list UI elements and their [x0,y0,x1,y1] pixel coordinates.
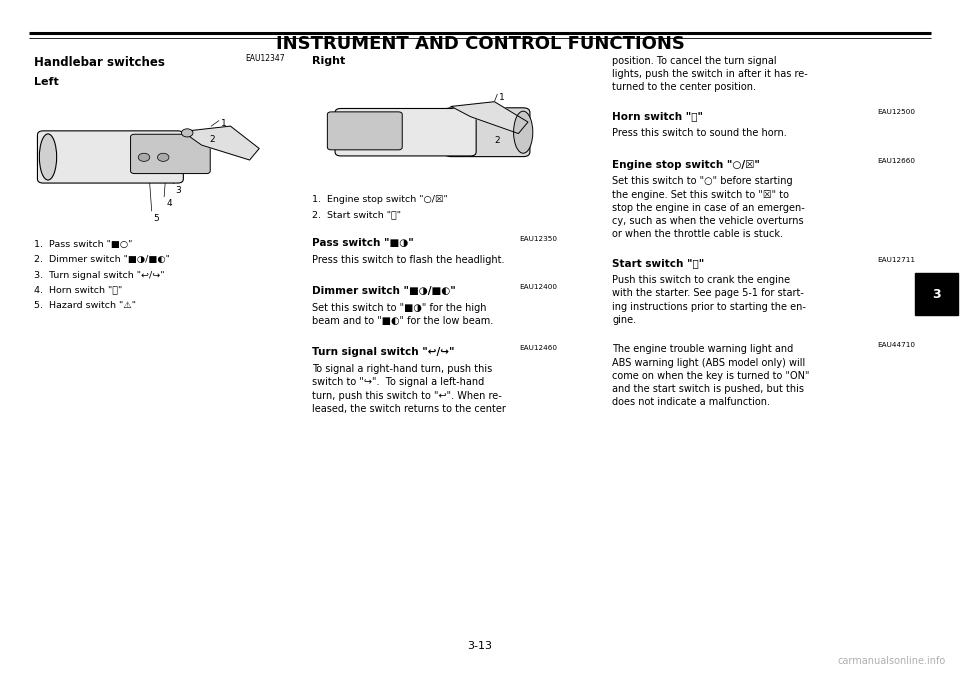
Text: come on when the key is turned to "ON": come on when the key is turned to "ON" [612,371,810,381]
Ellipse shape [514,111,533,153]
Text: 1.  Engine stop switch "○/☒": 1. Engine stop switch "○/☒" [312,195,447,203]
Text: and the start switch is pushed, but this: and the start switch is pushed, but this [612,384,804,394]
Text: Start switch "Ⓢ": Start switch "Ⓢ" [612,258,705,268]
Text: switch to "↪".  To signal a left-hand: switch to "↪". To signal a left-hand [312,377,484,387]
Text: 2: 2 [209,135,215,144]
Text: Set this switch to "■◑" for the high: Set this switch to "■◑" for the high [312,302,487,313]
Polygon shape [451,102,528,134]
Ellipse shape [39,134,57,180]
Text: lights, push the switch in after it has re-: lights, push the switch in after it has … [612,68,808,79]
Text: Handlebar switches: Handlebar switches [34,56,164,68]
Text: EAU12347: EAU12347 [245,54,284,62]
Text: Set this switch to "○" before starting: Set this switch to "○" before starting [612,176,793,186]
Text: 1: 1 [221,119,227,128]
FancyBboxPatch shape [327,112,402,150]
Text: 5.  Hazard switch "⚠": 5. Hazard switch "⚠" [34,301,135,310]
Text: the engine. Set this switch to "☒" to: the engine. Set this switch to "☒" to [612,189,789,199]
Text: The engine trouble warning light and: The engine trouble warning light and [612,344,794,355]
Text: 3.  Turn signal switch "↩/↪": 3. Turn signal switch "↩/↪" [34,271,164,279]
Text: 3: 3 [176,186,181,195]
Circle shape [157,153,169,161]
Text: gine.: gine. [612,315,636,325]
Text: 2: 2 [494,136,500,144]
Polygon shape [182,126,259,160]
Text: 1: 1 [499,93,505,102]
Text: Turn signal switch "↩/↪": Turn signal switch "↩/↪" [312,347,454,357]
Text: turn, push this switch to "↩". When re-: turn, push this switch to "↩". When re- [312,391,502,401]
FancyBboxPatch shape [131,134,210,174]
Text: 2.  Start switch "Ⓢ": 2. Start switch "Ⓢ" [312,210,401,219]
Text: Press this switch to flash the headlight.: Press this switch to flash the headlight… [312,254,505,264]
Text: 5: 5 [154,214,159,223]
Text: 2.  Dimmer switch "■◑/■◐": 2. Dimmer switch "■◑/■◐" [34,255,170,264]
Text: Left: Left [34,77,59,87]
Text: turned to the center position.: turned to the center position. [612,82,756,92]
Text: ing instructions prior to starting the en-: ing instructions prior to starting the e… [612,302,806,312]
Text: Engine stop switch "○/☒": Engine stop switch "○/☒" [612,159,760,170]
Text: INSTRUMENT AND CONTROL FUNCTIONS: INSTRUMENT AND CONTROL FUNCTIONS [276,35,684,54]
Text: EAU12711: EAU12711 [876,256,915,262]
FancyBboxPatch shape [37,131,183,183]
Text: EAU12400: EAU12400 [518,284,557,290]
Text: does not indicate a malfunction.: does not indicate a malfunction. [612,397,771,407]
Text: beam and to "■◐" for the low beam.: beam and to "■◐" for the low beam. [312,316,493,326]
Text: EAU12460: EAU12460 [518,345,557,351]
Text: leased, the switch returns to the center: leased, the switch returns to the center [312,403,506,414]
Text: 4.  Horn switch "⏵": 4. Horn switch "⏵" [34,285,122,295]
Text: To signal a right-hand turn, push this: To signal a right-hand turn, push this [312,364,492,374]
FancyBboxPatch shape [916,273,958,315]
Text: 3: 3 [932,287,941,301]
Text: cy, such as when the vehicle overturns: cy, such as when the vehicle overturns [612,216,804,226]
FancyBboxPatch shape [335,108,476,156]
Text: EAU12350: EAU12350 [518,236,557,242]
Text: stop the engine in case of an emergen-: stop the engine in case of an emergen- [612,203,805,213]
Text: ABS warning light (ABS model only) will: ABS warning light (ABS model only) will [612,357,805,367]
FancyBboxPatch shape [444,108,530,157]
Text: Press this switch to sound the horn.: Press this switch to sound the horn. [612,128,787,138]
Text: 1.  Pass switch "■○": 1. Pass switch "■○" [34,240,132,249]
Text: 4: 4 [166,199,172,208]
Text: EAU12500: EAU12500 [876,109,915,115]
Text: EAU44710: EAU44710 [876,342,915,348]
Text: Horn switch "⏵": Horn switch "⏵" [612,111,704,121]
Text: with the starter. See page 5-1 for start-: with the starter. See page 5-1 for start… [612,288,804,298]
Text: EAU12660: EAU12660 [876,157,915,163]
Text: position. To cancel the turn signal: position. To cancel the turn signal [612,56,777,66]
Circle shape [181,129,193,137]
Text: carmanualsonline.info: carmanualsonline.info [837,656,946,666]
Text: Pass switch "■◑": Pass switch "■◑" [312,238,414,248]
Text: or when the throttle cable is stuck.: or when the throttle cable is stuck. [612,229,783,239]
Circle shape [138,153,150,161]
Text: 3-13: 3-13 [468,641,492,651]
Text: Right: Right [312,56,346,66]
Text: Dimmer switch "■◑/■◐": Dimmer switch "■◑/■◐" [312,286,456,296]
Text: Push this switch to crank the engine: Push this switch to crank the engine [612,275,791,285]
